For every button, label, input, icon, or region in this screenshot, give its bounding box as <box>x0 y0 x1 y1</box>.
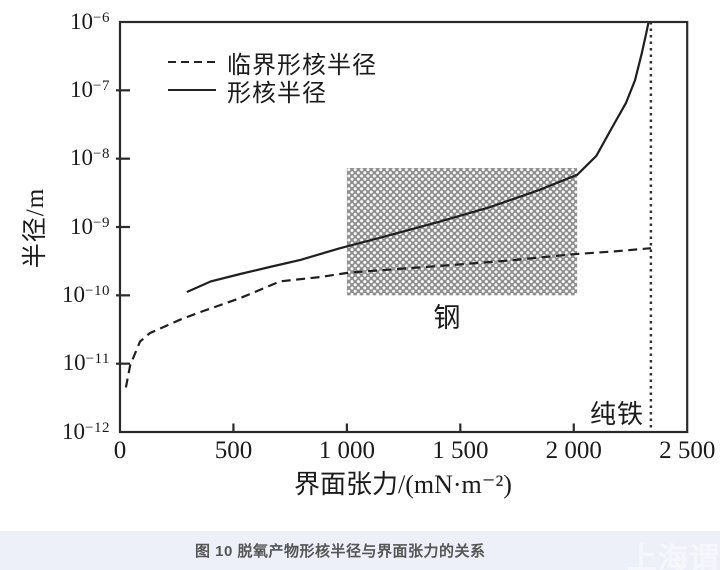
legend-label-radius: 形核半径 <box>227 80 327 107</box>
legend-entry-critical-radius: 临界形核半径 <box>168 48 377 79</box>
x-tick-label: 500 <box>214 437 253 464</box>
chart-canvas <box>116 20 689 434</box>
y-tick-label: 10−11 <box>62 350 110 376</box>
series-dashed-curve <box>124 247 651 388</box>
watermark: 上海谓事 <box>627 543 720 570</box>
legend-entry-radius: 形核半径 <box>168 76 377 107</box>
y-tick-label: 10−12 <box>62 418 110 444</box>
y-tick-label: 10−8 <box>70 145 110 171</box>
y-axis-title: 半径/m <box>22 187 49 269</box>
y-tick-label: 10−7 <box>70 76 110 102</box>
pure-iron-label: 纯铁 <box>589 400 644 429</box>
y-tick-label: 10−6 <box>70 8 110 34</box>
y-tick-label: 10−10 <box>62 281 110 307</box>
figure-caption: 图 10 脱氧产物形核半径与界面张力的关系 <box>195 543 486 560</box>
legend-label-critical-radius: 临界形核半径 <box>227 52 377 79</box>
steel-region-hatch <box>346 168 578 296</box>
chart-legend: 临界形核半径 形核半径 <box>168 48 377 107</box>
dashed-line-sample-icon <box>168 60 216 64</box>
x-tick-label: 1 500 <box>432 437 489 464</box>
solid-line-sample-icon <box>168 88 216 92</box>
x-tick-label: 2 500 <box>659 437 716 464</box>
x-tick-label: 2 000 <box>545 437 602 464</box>
steel-region-label: 钢 <box>433 303 461 333</box>
x-tick-label: 1 000 <box>318 437 375 464</box>
y-tick-label: 10−9 <box>70 213 110 239</box>
caption-band: 图 10 脱氧产物形核半径与界面张力的关系 上海谓事 <box>0 531 720 570</box>
series-solid-curve <box>186 21 650 294</box>
x-tick-label: 0 <box>113 437 127 464</box>
x-axis-title: 界面张力/(mN·m⁻²) <box>294 470 512 499</box>
